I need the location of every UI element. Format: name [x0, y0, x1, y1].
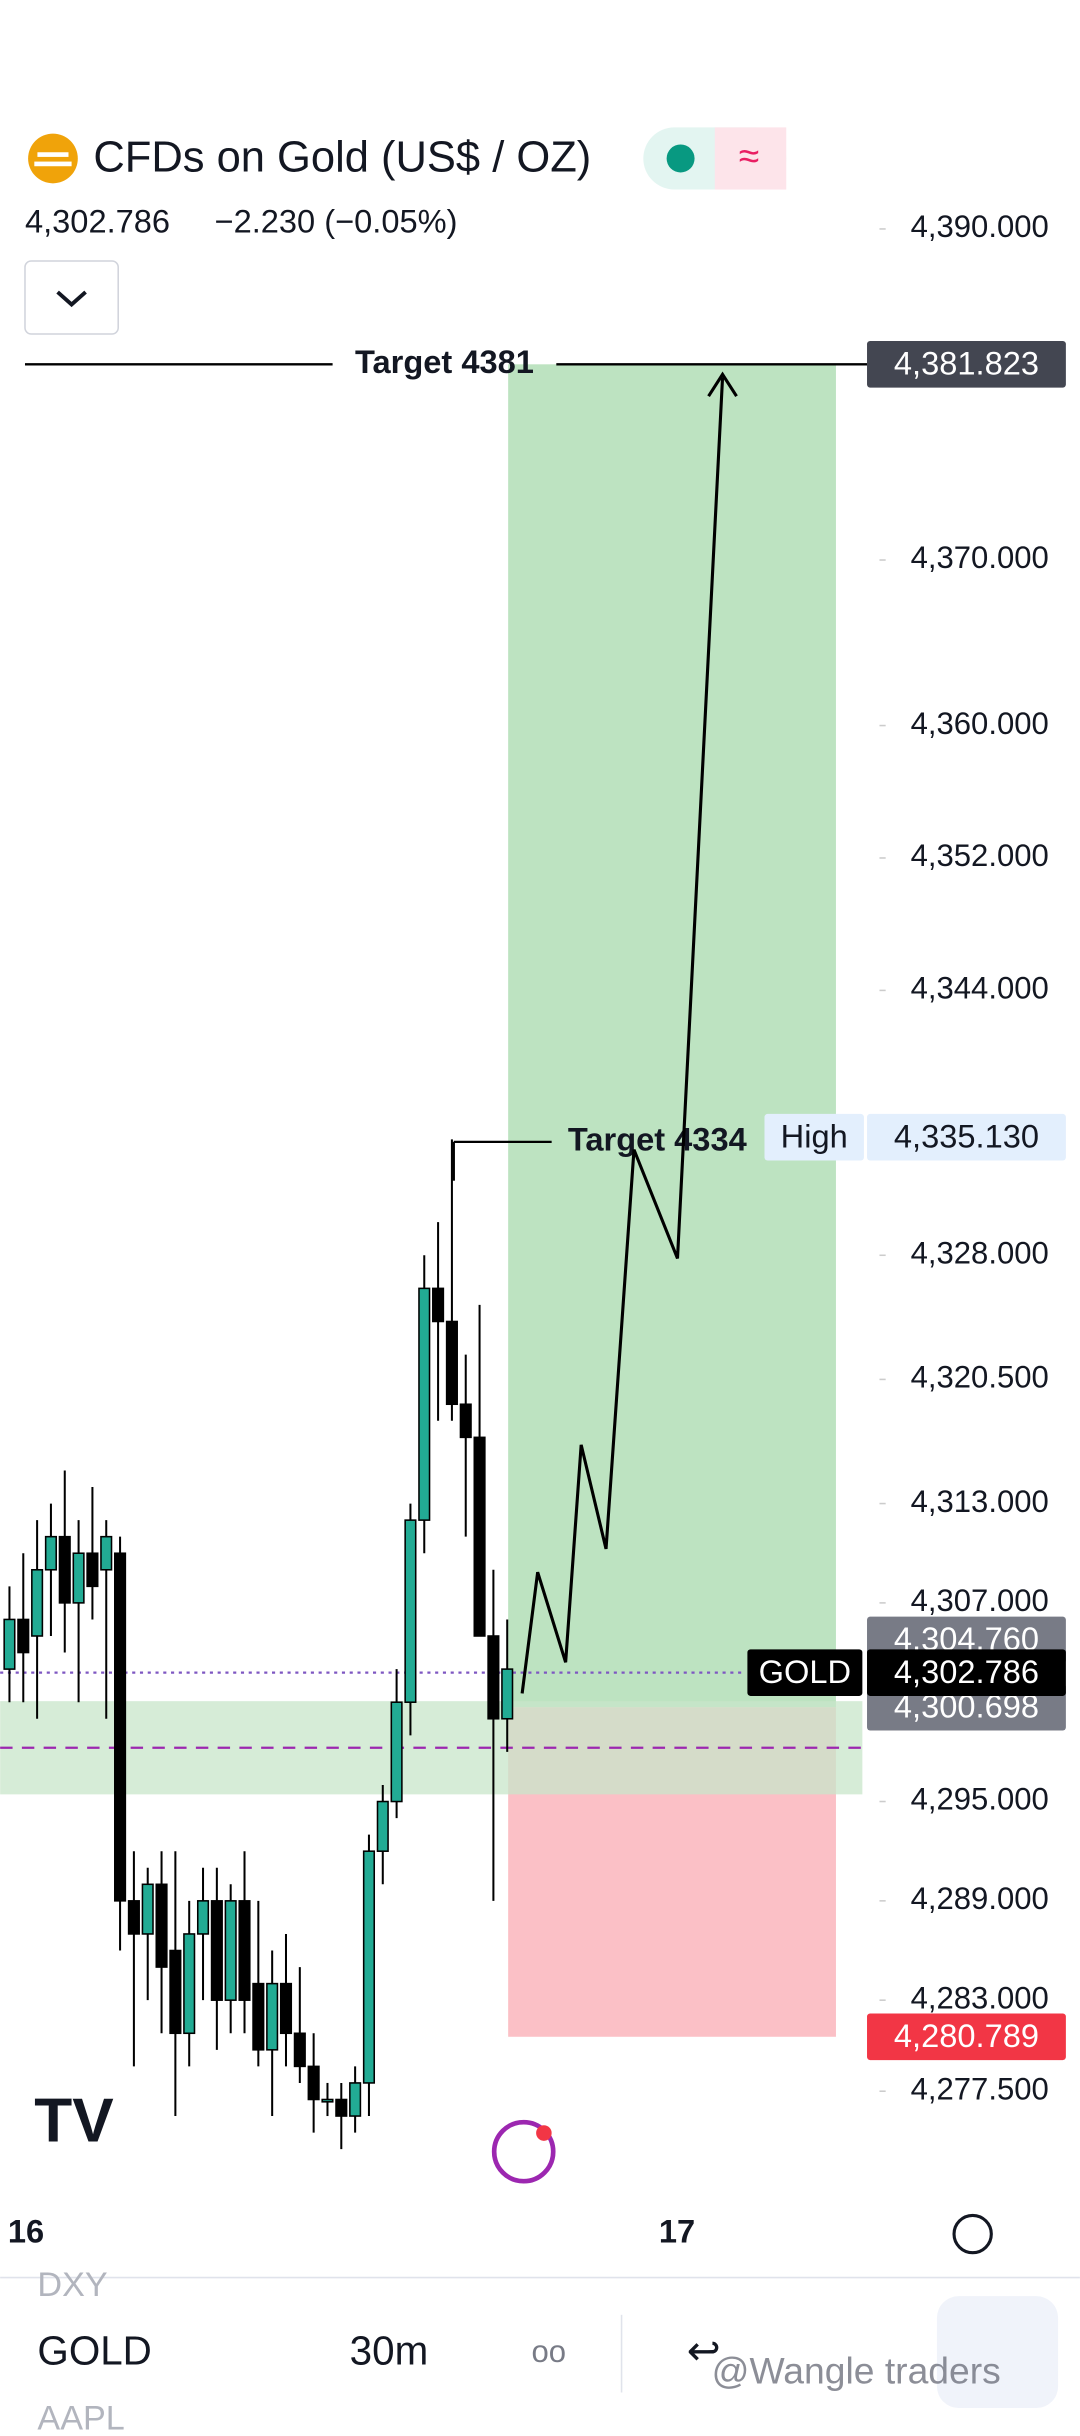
candle-body	[376, 1800, 389, 1852]
price-change: −2.230 (−0.05%)	[215, 202, 458, 239]
wave-icon: ≈	[739, 134, 759, 176]
market-open-dot	[666, 144, 695, 173]
y-tick-label: 4,390.000	[911, 209, 1049, 244]
candle-body	[279, 1982, 293, 2035]
candle-body	[100, 1535, 113, 1571]
arrow-head	[707, 371, 738, 398]
candle-body	[86, 1552, 99, 1588]
y-tick-label: 4,370.000	[911, 540, 1049, 575]
candle-body	[321, 2098, 334, 2103]
y-tick-label: 4,307.000	[911, 1583, 1049, 1618]
candle-body	[114, 1552, 127, 1902]
gold-icon	[28, 133, 78, 184]
tv-logo: TV	[34, 2087, 114, 2156]
candle-body	[459, 1403, 472, 1439]
last-price: 4,302.786	[25, 202, 170, 239]
profit-zone	[508, 364, 836, 1708]
candle-body	[183, 1933, 196, 2035]
candle-body	[252, 1982, 265, 2051]
expand-button[interactable]	[24, 260, 119, 335]
candle-body	[307, 2065, 320, 2101]
y-tick-label: 4,289.000	[911, 1881, 1049, 1916]
candle-body	[72, 1552, 85, 1604]
watchlist-item[interactable]: AAPL	[37, 2399, 124, 2436]
candle-body	[210, 1900, 223, 2001]
last-name-bg	[747, 1649, 863, 1696]
y-tick-label: 4,352.000	[911, 838, 1049, 873]
projection-path	[520, 377, 725, 1694]
x-tick-label: 17	[659, 2213, 695, 2250]
last-price-label-bg	[867, 1649, 1066, 1696]
candle-body	[196, 1900, 210, 1935]
y-tick-label: 4,313.000	[911, 1484, 1049, 1519]
settings-icon[interactable]	[952, 2213, 993, 2255]
y-tick-label: 4,328.000	[911, 1235, 1049, 1270]
indicator-icon[interactable]: oo	[531, 2334, 566, 2369]
interval[interactable]: 30m	[350, 2327, 429, 2373]
fullscreen-button[interactable]	[936, 2296, 1059, 2409]
high-label-bg	[867, 1113, 1066, 1161]
y-tick-label: 4,360.000	[911, 706, 1049, 741]
stop-label-bg	[867, 2013, 1066, 2061]
icon-bar	[34, 161, 72, 167]
candle-body	[58, 1535, 71, 1604]
y-tick-label: 4,344.000	[911, 971, 1049, 1006]
candle-body	[404, 1519, 417, 1703]
y-tick-label: 4,277.500	[911, 2071, 1049, 2106]
candle-body	[349, 2082, 362, 2117]
last-price-label: 4,302.786	[894, 1653, 1039, 1690]
symbol-title: CFDs on Gold (US$ / OZ)	[93, 134, 591, 182]
candle-body	[44, 1535, 57, 1571]
watchlist-item[interactable]: DXY	[37, 2266, 107, 2304]
status-pill-right	[714, 127, 787, 190]
annotation: Target 4334	[568, 1120, 747, 1157]
icon-bar	[37, 152, 69, 157]
candle-body	[3, 1618, 16, 1670]
candle-body	[169, 1949, 182, 2035]
flash-dot	[536, 2125, 552, 2141]
flash-icon[interactable]	[491, 2119, 556, 2184]
high-name-bg	[764, 1113, 864, 1161]
watchlist-item[interactable]: GOLD	[37, 2327, 151, 2373]
candle-body	[487, 1635, 500, 1720]
candle-body	[127, 1900, 140, 1935]
candle-body	[473, 1436, 486, 1637]
high-label: 4,335.130	[894, 1117, 1039, 1154]
y-tick-label: 4,295.000	[911, 1782, 1049, 1817]
candle-body	[445, 1320, 458, 1406]
stop-label: 4,280.789	[894, 2017, 1039, 2054]
y-tick-label: 4,320.500	[911, 1360, 1049, 1395]
high-name: High	[781, 1117, 848, 1154]
last-name: GOLD	[759, 1653, 851, 1690]
watermark: @Wangle traders	[712, 2350, 1001, 2392]
candle-body	[390, 1701, 403, 1803]
chevron	[56, 290, 87, 308]
y-tick-label: 4,283.000	[911, 1980, 1049, 2015]
target-label: 4,381.823	[894, 344, 1039, 381]
support-zone	[0, 1701, 863, 1795]
candle-body	[224, 1900, 237, 2001]
candle-body	[238, 1900, 251, 2001]
candle-body	[293, 2032, 306, 2068]
candle-body	[432, 1287, 445, 1323]
target-label-bg	[867, 341, 1066, 388]
candle-body	[31, 1569, 44, 1637]
undo-icon[interactable]: ↩	[687, 2327, 721, 2373]
x-tick-label: 16	[8, 2213, 44, 2250]
candle-body	[141, 1883, 154, 1935]
candle-body	[266, 1982, 279, 2051]
candle-body	[335, 2098, 348, 2117]
candle-body	[155, 1883, 168, 1968]
candle-body	[418, 1287, 431, 1521]
candle-body	[501, 1668, 514, 1720]
candle-body	[17, 1618, 30, 1654]
candle-body	[362, 1850, 376, 2084]
annotation: Target 4381	[355, 343, 534, 380]
